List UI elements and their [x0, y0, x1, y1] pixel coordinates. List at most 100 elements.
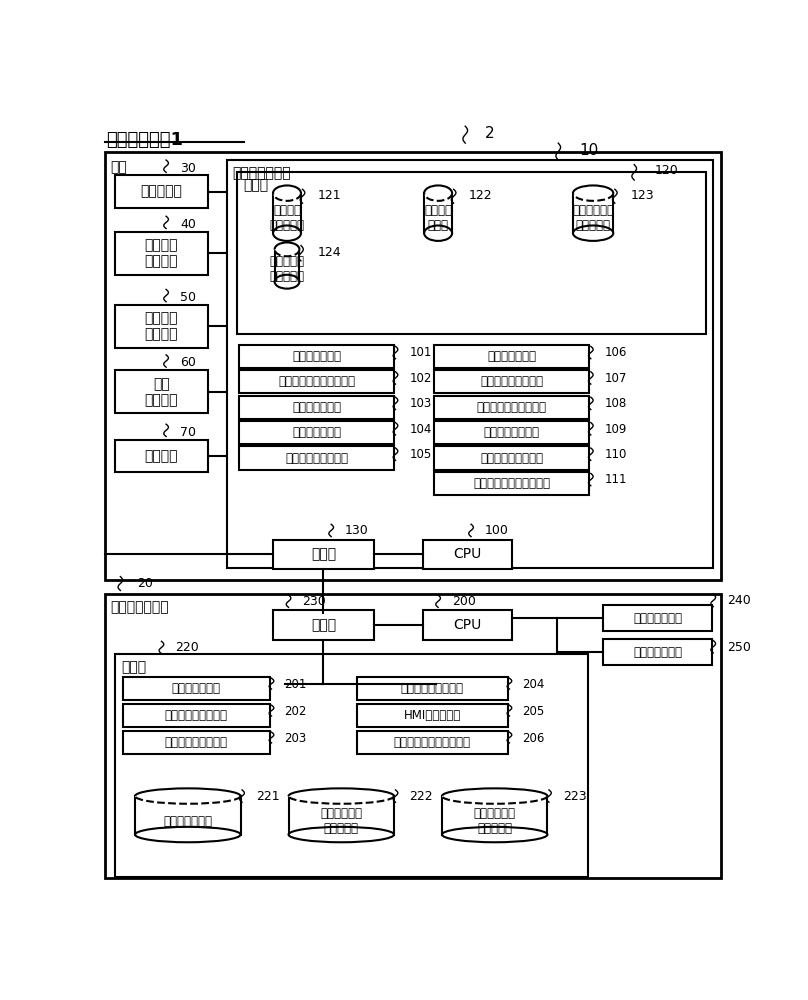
Text: 200: 200	[452, 595, 476, 608]
Ellipse shape	[288, 827, 394, 842]
FancyBboxPatch shape	[123, 731, 270, 754]
Text: 130: 130	[345, 524, 369, 537]
Text: 控制不适感
模式数据集: 控制不适感 模式数据集	[270, 255, 305, 283]
Ellipse shape	[424, 185, 452, 201]
Text: 周边道路
地图数据集: 周边道路 地图数据集	[270, 204, 305, 232]
FancyBboxPatch shape	[357, 731, 508, 754]
FancyBboxPatch shape	[239, 421, 394, 444]
Text: 致动器组: 致动器组	[145, 449, 179, 463]
FancyBboxPatch shape	[105, 152, 721, 580]
Text: 车载用控制装置: 车载用控制装置	[233, 166, 292, 180]
Ellipse shape	[273, 225, 301, 241]
FancyBboxPatch shape	[239, 345, 394, 368]
Text: 104: 104	[410, 423, 431, 436]
FancyBboxPatch shape	[123, 704, 270, 727]
FancyBboxPatch shape	[123, 677, 270, 700]
FancyBboxPatch shape	[239, 446, 394, 470]
Text: 70: 70	[180, 426, 196, 439]
Text: 109: 109	[604, 423, 627, 436]
Text: 20: 20	[137, 577, 154, 590]
Text: 行驶控制系统1: 行驶控制系统1	[107, 131, 183, 149]
FancyBboxPatch shape	[604, 639, 712, 665]
Text: 存储部: 存储部	[243, 179, 268, 193]
Text: 地图位置推测部: 地图位置推测部	[292, 401, 341, 414]
Ellipse shape	[135, 827, 241, 842]
Text: 123: 123	[630, 189, 654, 202]
Text: 230: 230	[302, 595, 326, 608]
FancyBboxPatch shape	[105, 594, 721, 878]
Ellipse shape	[273, 185, 301, 201]
Text: 105: 105	[410, 448, 431, 461]
Text: 103: 103	[410, 397, 431, 410]
Text: 106: 106	[604, 346, 627, 359]
Text: 行驶不适感判定部: 行驶不适感判定部	[484, 426, 540, 439]
Text: 202: 202	[284, 705, 306, 718]
FancyBboxPatch shape	[115, 370, 208, 413]
Text: 60: 60	[180, 356, 196, 369]
Text: 108: 108	[604, 397, 627, 410]
Ellipse shape	[573, 185, 613, 201]
Text: 124: 124	[318, 246, 342, 259]
Text: 外部环境识别
信息数据集: 外部环境识别 信息数据集	[572, 204, 614, 232]
Text: HMI输出控制部: HMI输出控制部	[404, 709, 461, 722]
Text: 250: 250	[727, 641, 751, 654]
FancyBboxPatch shape	[237, 172, 705, 334]
FancyBboxPatch shape	[357, 704, 508, 727]
Text: 外部环境识别信息取得部: 外部环境识别信息取得部	[393, 736, 471, 749]
FancyBboxPatch shape	[115, 305, 208, 348]
Text: 驾驶行动决定部: 驾驶行动决定部	[292, 426, 341, 439]
Text: 40: 40	[180, 218, 196, 231]
Text: 110: 110	[604, 448, 627, 461]
Text: 222: 222	[410, 790, 433, 803]
FancyBboxPatch shape	[434, 421, 589, 444]
FancyBboxPatch shape	[115, 232, 208, 275]
Text: 本车信息
数据集: 本车信息 数据集	[424, 204, 452, 232]
Text: 2: 2	[485, 126, 494, 141]
FancyBboxPatch shape	[423, 540, 511, 569]
Ellipse shape	[275, 242, 300, 256]
Text: 外部环境识别信息综合部: 外部环境识别信息综合部	[278, 375, 355, 388]
Text: 相关信息取得部: 相关信息取得部	[292, 350, 341, 363]
Ellipse shape	[442, 827, 547, 842]
FancyBboxPatch shape	[115, 440, 208, 472]
Text: 203: 203	[284, 732, 306, 745]
Text: 本车位置
测位装置: 本车位置 测位装置	[145, 238, 179, 268]
Text: 100: 100	[485, 524, 509, 537]
Text: 101: 101	[410, 346, 431, 359]
Text: 行驶路径信息发送部: 行驶路径信息发送部	[165, 736, 228, 749]
Text: 通信部: 通信部	[311, 547, 336, 561]
Text: 周边地图信息发送部: 周边地图信息发送部	[165, 709, 228, 722]
Text: 声音输入输出部: 声音输入输出部	[633, 646, 682, 659]
Text: 行驶控制信息取得部: 行驶控制信息取得部	[401, 682, 464, 695]
FancyBboxPatch shape	[115, 654, 587, 877]
Text: 存储部: 存储部	[121, 660, 146, 674]
Ellipse shape	[424, 225, 452, 241]
Text: CPU: CPU	[453, 618, 482, 632]
Text: 驾驶行动原因确定部: 驾驶行动原因确定部	[285, 452, 348, 465]
FancyBboxPatch shape	[434, 472, 589, 495]
Text: 102: 102	[410, 372, 431, 385]
Text: 111: 111	[604, 473, 627, 486]
Text: 107: 107	[604, 372, 627, 385]
FancyBboxPatch shape	[423, 610, 511, 640]
Text: 行驶控制信息输出部: 行驶控制信息输出部	[480, 452, 543, 465]
Text: 223: 223	[563, 790, 587, 803]
Text: 行驶控制决定部: 行驶控制决定部	[487, 350, 537, 363]
Text: 行驶控制原因确定部: 行驶控制原因确定部	[480, 375, 543, 388]
Text: 201: 201	[284, 678, 306, 691]
Text: 204: 204	[522, 678, 545, 691]
Text: 50: 50	[180, 291, 196, 304]
Text: 外部环境识别信息输出部: 外部环境识别信息输出部	[473, 477, 550, 490]
Text: 122: 122	[469, 189, 493, 202]
Ellipse shape	[288, 788, 394, 804]
Text: 车辆
传感器组: 车辆 传感器组	[145, 377, 179, 407]
FancyBboxPatch shape	[357, 677, 508, 700]
Text: 车载用显示装置: 车载用显示装置	[111, 600, 169, 614]
Ellipse shape	[275, 275, 300, 289]
Ellipse shape	[573, 225, 613, 241]
Text: 206: 206	[522, 732, 545, 745]
Text: 道路地图数据集: 道路地图数据集	[163, 815, 213, 828]
FancyBboxPatch shape	[434, 345, 589, 368]
Text: 120: 120	[655, 164, 679, 177]
FancyBboxPatch shape	[434, 370, 589, 393]
